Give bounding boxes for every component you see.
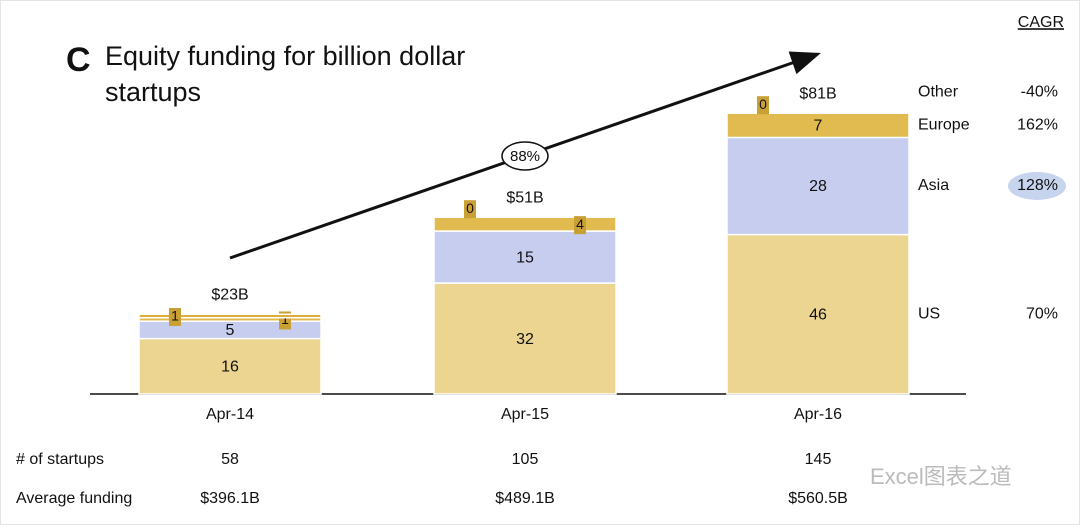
- bar-segment: [726, 112, 910, 139]
- cagr-label: 70%: [1026, 305, 1058, 322]
- x-tick-label: Apr-16: [794, 406, 842, 423]
- segment-label: 1: [281, 311, 289, 327]
- bar-segment: [433, 216, 617, 232]
- segment-label: 5: [226, 322, 235, 339]
- segment-label: 1: [171, 308, 179, 324]
- segment-label: 0: [466, 200, 474, 216]
- legend-label: Asia: [918, 177, 949, 194]
- legend-label: US: [918, 305, 940, 322]
- segment-label-box: [169, 308, 181, 326]
- bar-segment: [726, 136, 910, 236]
- cagr-title: CAGR: [1018, 14, 1064, 31]
- segment-label-box: [757, 96, 769, 115]
- annotation: 88%: [510, 148, 540, 165]
- bar-segment: [433, 230, 617, 284]
- cagr-highlight: [1008, 172, 1066, 200]
- row-value: $489.1B: [495, 490, 555, 507]
- row-label: Average funding: [16, 490, 132, 507]
- row-value: 58: [221, 451, 239, 468]
- cagr-label: 128%: [1017, 177, 1058, 194]
- segment-label: 15: [516, 249, 534, 266]
- total-label: $51B: [506, 189, 543, 206]
- total-label: $23B: [211, 286, 248, 303]
- annotation-ellipse: [501, 141, 549, 171]
- bar-segment: [433, 282, 617, 395]
- segment-label: 46: [809, 306, 827, 323]
- cagr-label: 162%: [1017, 117, 1058, 134]
- segment-label: 0: [759, 96, 767, 112]
- bar-segment: [138, 313, 322, 319]
- x-tick-label: Apr-14: [206, 406, 254, 423]
- segment-label: 7: [814, 118, 823, 135]
- segment-label: 32: [516, 331, 534, 348]
- badge: C: [66, 41, 91, 79]
- row-label: # of startups: [16, 451, 104, 468]
- segment-label: 4: [576, 216, 584, 232]
- segment-label: 28: [809, 178, 827, 195]
- segment-label-box: [574, 216, 586, 235]
- watermark: Excel图表之道: [870, 464, 1012, 489]
- x-tick-label: Apr-15: [501, 406, 549, 423]
- total-label: $81B: [799, 85, 836, 102]
- row-value: 105: [512, 451, 539, 468]
- row-value: $560.5B: [788, 490, 848, 507]
- bar-segment: [138, 337, 322, 395]
- chart-title: Equity funding for billion dollar startup…: [105, 41, 465, 107]
- bar-segment: [726, 233, 910, 395]
- row-value: 145: [805, 451, 832, 468]
- segment-label-box: [464, 200, 476, 219]
- row-value: $396.1B: [200, 490, 260, 507]
- legend-label: Europe: [918, 117, 970, 134]
- segment-label: 16: [221, 358, 239, 375]
- cagr-label: -40%: [1021, 83, 1058, 100]
- legend-label: Other: [918, 83, 959, 100]
